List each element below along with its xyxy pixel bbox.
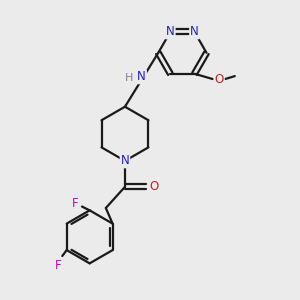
Text: F: F <box>55 259 61 272</box>
Text: F: F <box>72 197 79 210</box>
Text: N: N <box>190 26 199 38</box>
Text: O: O <box>214 73 224 85</box>
Text: N: N <box>166 26 175 38</box>
Text: N: N <box>121 154 129 167</box>
Text: N: N <box>137 70 146 83</box>
Text: O: O <box>150 180 159 193</box>
Text: H: H <box>125 73 134 83</box>
